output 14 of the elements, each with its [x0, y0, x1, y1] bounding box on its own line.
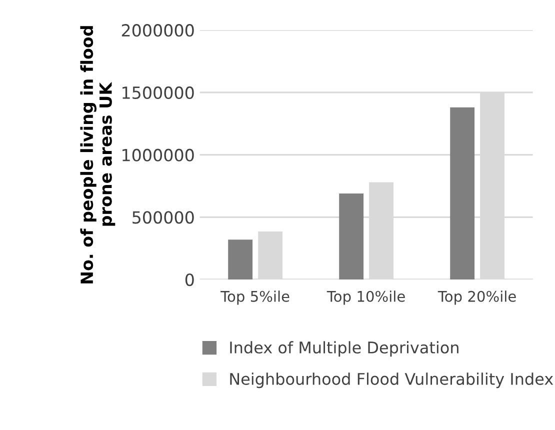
y-tick-label: 1500000	[122, 86, 194, 100]
y-tick-label: 0	[185, 273, 194, 286]
legend-label: Neighbourhood Flood Vulnerability Index	[230, 372, 554, 388]
y-tick-label: 500000	[132, 211, 194, 224]
y-tick-label: 1000000	[122, 148, 194, 162]
x-tick-label: Top 20%ile	[438, 290, 516, 305]
bar	[339, 193, 364, 280]
x-tick-label: Top 5%ile	[220, 290, 290, 305]
bar	[228, 240, 253, 280]
y-axis-title: No. of people living in flood prone areas UK	[80, 26, 116, 284]
y-tick-label: 2000000	[122, 24, 194, 37]
x-tick-label: Top 10%ile	[326, 290, 405, 305]
legend-label: Index of Multiple Deprivation	[230, 341, 458, 357]
bar	[450, 107, 475, 280]
